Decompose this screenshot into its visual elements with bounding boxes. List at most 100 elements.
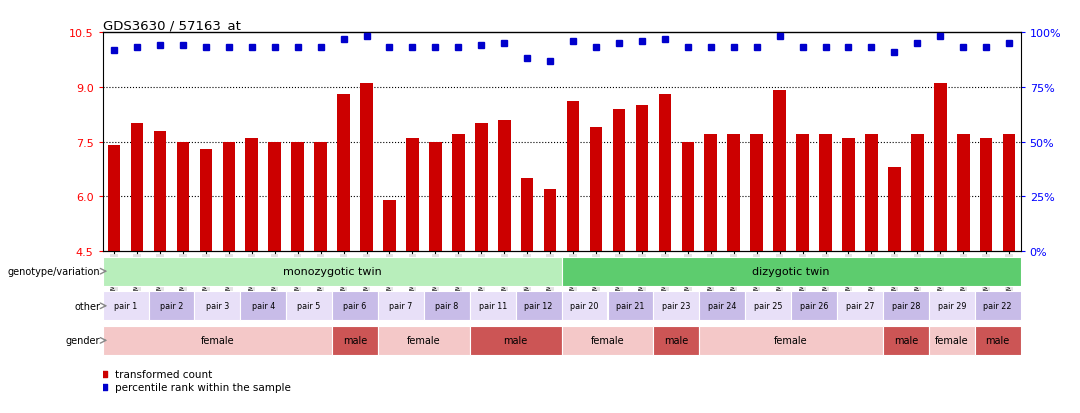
Bar bbox=[653, 326, 699, 355]
Text: pair 28: pair 28 bbox=[892, 301, 920, 311]
Bar bbox=[453, 135, 464, 252]
Text: pair 8: pair 8 bbox=[435, 301, 459, 311]
Bar bbox=[820, 135, 832, 252]
Bar bbox=[470, 292, 516, 320]
Text: GDS3630 / 57163_at: GDS3630 / 57163_at bbox=[103, 19, 241, 32]
Bar bbox=[975, 326, 1021, 355]
Bar bbox=[882, 326, 929, 355]
Bar bbox=[773, 91, 786, 252]
Bar bbox=[333, 292, 378, 320]
Bar bbox=[544, 190, 556, 252]
Text: transformed count: transformed count bbox=[116, 369, 213, 379]
Bar bbox=[240, 292, 286, 320]
Bar bbox=[200, 150, 212, 252]
Bar bbox=[975, 292, 1021, 320]
Bar bbox=[292, 142, 303, 252]
Bar bbox=[751, 135, 762, 252]
Bar bbox=[470, 326, 562, 355]
Bar bbox=[103, 292, 149, 320]
Text: pair 3: pair 3 bbox=[205, 301, 229, 311]
Text: pair 21: pair 21 bbox=[617, 301, 645, 311]
Text: pair 7: pair 7 bbox=[389, 301, 413, 311]
Bar bbox=[912, 135, 923, 252]
Bar bbox=[337, 95, 350, 252]
Bar bbox=[700, 326, 883, 355]
Bar bbox=[423, 292, 470, 320]
Bar bbox=[865, 135, 878, 252]
Text: other: other bbox=[75, 301, 100, 311]
Text: genotype/variation: genotype/variation bbox=[8, 266, 100, 277]
Bar bbox=[153, 131, 166, 252]
Bar bbox=[704, 135, 717, 252]
Bar bbox=[516, 292, 562, 320]
Bar bbox=[929, 326, 974, 355]
Bar bbox=[333, 326, 378, 355]
Text: female: female bbox=[591, 335, 624, 346]
Bar bbox=[108, 146, 120, 252]
Text: female: female bbox=[774, 335, 808, 346]
Bar bbox=[567, 102, 579, 252]
Text: pair 25: pair 25 bbox=[754, 301, 782, 311]
Bar bbox=[888, 168, 901, 252]
Bar bbox=[103, 257, 562, 286]
Text: pair 22: pair 22 bbox=[984, 301, 1012, 311]
Bar bbox=[636, 106, 648, 252]
Text: pair 12: pair 12 bbox=[525, 301, 553, 311]
Bar bbox=[681, 142, 694, 252]
Bar bbox=[728, 135, 740, 252]
Point bbox=[95, 384, 112, 391]
Text: pair 27: pair 27 bbox=[846, 301, 874, 311]
Text: male: male bbox=[986, 335, 1010, 346]
Bar bbox=[842, 139, 854, 252]
Bar bbox=[361, 84, 373, 252]
Text: monozygotic twin: monozygotic twin bbox=[283, 266, 381, 277]
Bar bbox=[1003, 135, 1015, 252]
Text: pair 2: pair 2 bbox=[160, 301, 184, 311]
Text: male: male bbox=[664, 335, 688, 346]
Text: male: male bbox=[894, 335, 918, 346]
Bar bbox=[700, 292, 745, 320]
Bar bbox=[796, 135, 809, 252]
Bar bbox=[383, 200, 395, 252]
Text: male: male bbox=[343, 335, 367, 346]
Bar bbox=[562, 292, 607, 320]
Bar bbox=[929, 292, 974, 320]
Text: pair 1: pair 1 bbox=[113, 301, 137, 311]
Text: female: female bbox=[935, 335, 969, 346]
Bar bbox=[521, 179, 534, 252]
Bar bbox=[882, 292, 929, 320]
Text: pair 29: pair 29 bbox=[937, 301, 966, 311]
Text: percentile rank within the sample: percentile rank within the sample bbox=[116, 382, 292, 392]
Bar bbox=[131, 124, 144, 252]
Bar bbox=[222, 142, 235, 252]
Text: pair 5: pair 5 bbox=[297, 301, 321, 311]
Bar bbox=[659, 95, 671, 252]
Bar bbox=[378, 326, 470, 355]
Bar bbox=[837, 292, 883, 320]
Bar bbox=[286, 292, 333, 320]
Bar bbox=[791, 292, 837, 320]
Bar bbox=[149, 292, 194, 320]
Bar bbox=[562, 326, 653, 355]
Text: male: male bbox=[503, 335, 528, 346]
Bar bbox=[590, 128, 603, 252]
Bar bbox=[406, 139, 419, 252]
Bar bbox=[429, 142, 442, 252]
Bar bbox=[957, 135, 970, 252]
Bar bbox=[177, 142, 189, 252]
Bar bbox=[934, 84, 946, 252]
Text: gender: gender bbox=[66, 335, 100, 346]
Bar bbox=[269, 142, 281, 252]
Bar bbox=[498, 121, 511, 252]
Bar bbox=[314, 142, 327, 252]
Bar bbox=[562, 257, 1021, 286]
Bar bbox=[475, 124, 487, 252]
Point bbox=[95, 371, 112, 377]
Text: pair 23: pair 23 bbox=[662, 301, 690, 311]
Text: pair 4: pair 4 bbox=[252, 301, 275, 311]
Bar bbox=[607, 292, 653, 320]
Text: pair 20: pair 20 bbox=[570, 301, 598, 311]
Bar bbox=[245, 139, 258, 252]
Text: dizygotic twin: dizygotic twin bbox=[753, 266, 829, 277]
Bar bbox=[194, 292, 240, 320]
